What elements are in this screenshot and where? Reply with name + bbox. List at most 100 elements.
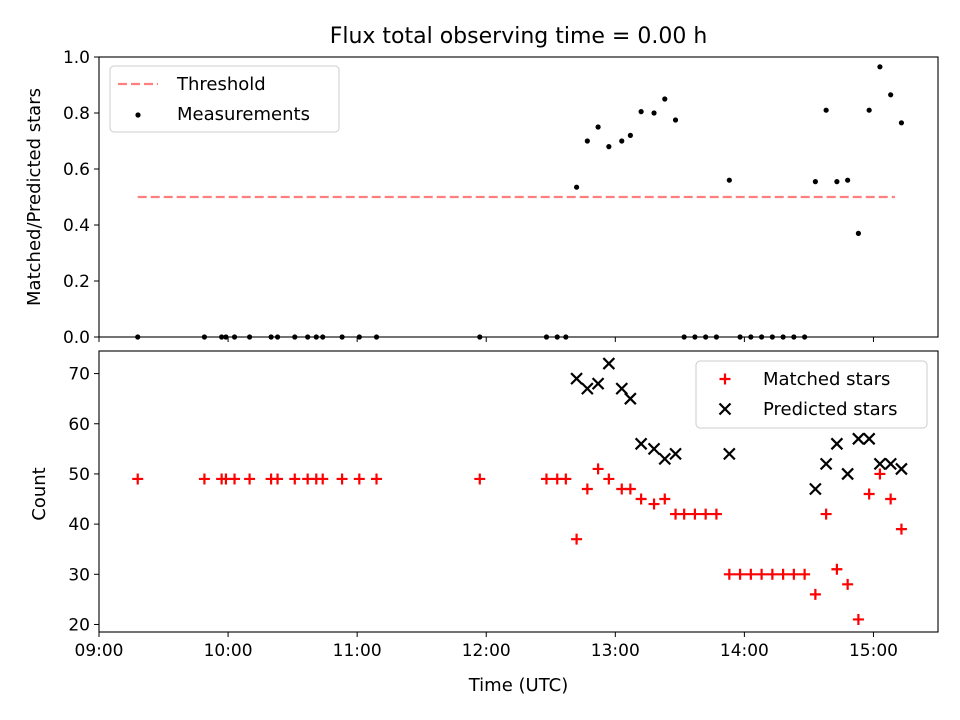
- top-y-tick-label: 0.0: [63, 328, 90, 348]
- predicted-star-point: [581, 382, 594, 395]
- top-y-axis-label: Matched/Predicted stars: [24, 88, 45, 306]
- legend-matched-label: Matched stars: [763, 369, 890, 390]
- bottom-y-tick-label: 50: [68, 465, 90, 485]
- predicted-star-point: [634, 437, 648, 451]
- matched-star-point: [540, 473, 552, 485]
- predicted-star-point: [602, 357, 616, 370]
- legend-matched-swatch: [719, 373, 731, 385]
- matched-star-point: [353, 473, 365, 485]
- bottom-x-tick-label: 10:00: [204, 641, 253, 661]
- predicted-star-point: [884, 457, 897, 471]
- bottom-y-tick-label: 60: [68, 415, 90, 435]
- predicted-star-point: [809, 482, 822, 496]
- legend-measurements-label: Measurements: [177, 104, 310, 125]
- predicted-star-point: [830, 437, 844, 451]
- predicted-star-point: [570, 372, 583, 385]
- matched-star-point: [648, 498, 660, 510]
- legend-predicted-swatch: [718, 402, 732, 416]
- matched-star-point: [624, 483, 636, 495]
- matched-star-point: [689, 508, 701, 520]
- matched-star-point: [831, 563, 843, 575]
- matched-star-point: [560, 473, 572, 485]
- matched-star-point: [571, 533, 583, 545]
- measurement-point: [834, 179, 840, 185]
- measurement-point: [888, 92, 894, 98]
- bottom-x-tick-label: 11:00: [333, 641, 382, 661]
- top-legend-box: [109, 65, 340, 133]
- bottom-y-tick-label: 20: [68, 615, 90, 635]
- measurement-point: [726, 177, 732, 183]
- measurement-point: [627, 132, 633, 138]
- measurement-point: [595, 124, 601, 130]
- predicted-star-point: [658, 452, 672, 466]
- matched-star-point: [603, 473, 615, 485]
- matched-star-point: [809, 588, 821, 600]
- bottom-x-tick-label: 12:00: [462, 641, 511, 661]
- predicted-star-point: [819, 457, 833, 471]
- matched-star-point: [700, 508, 712, 520]
- predicted-star-point: [895, 462, 908, 476]
- matched-star-point: [734, 568, 746, 580]
- measurement-point: [651, 110, 657, 116]
- measurement-point: [584, 138, 590, 144]
- matched-star-point: [371, 473, 383, 485]
- matched-star-point: [788, 568, 800, 580]
- chart-title: Flux total observing time = 0.00 h: [330, 24, 708, 49]
- predicted-star-point: [723, 447, 736, 461]
- matched-star-point: [863, 488, 875, 500]
- predicted-star-point: [647, 442, 661, 456]
- top-y-tick-label: 1.0: [63, 48, 90, 68]
- bottom-y-tick-label: 70: [68, 365, 90, 385]
- matched-star-point: [317, 473, 329, 485]
- predicted-star-point: [591, 377, 605, 390]
- top-y-tick-label: 0.6: [63, 160, 90, 180]
- matched-star-point: [777, 568, 789, 580]
- matched-star-point: [885, 493, 897, 505]
- measurement-point: [619, 138, 625, 144]
- matched-star-point: [132, 473, 144, 485]
- legend-measurements-swatch: [135, 112, 141, 118]
- measurement-point: [845, 177, 851, 183]
- matched-star-point: [198, 473, 210, 485]
- matched-star-point: [289, 473, 301, 485]
- matched-star-point: [766, 568, 778, 580]
- bottom-x-tick-label: 14:00: [720, 641, 769, 661]
- matched-star-point: [820, 508, 832, 520]
- matched-star-point: [581, 483, 593, 495]
- matched-star-point: [723, 568, 735, 580]
- plot-layer: 0.0 0.2 0.4 0.6 0.8 1.0 Threshold Measurements 2…: [63, 48, 939, 661]
- measurement-point: [855, 230, 862, 236]
- measurement-point: [672, 117, 679, 123]
- predicted-star-point: [841, 467, 854, 481]
- predicted-star-point: [852, 432, 865, 446]
- bottom-x-tick-label: 15:00: [849, 641, 898, 661]
- matched-star-point: [745, 568, 757, 580]
- measurement-point: [812, 179, 818, 185]
- matched-star-point: [799, 568, 811, 580]
- measurement-point: [638, 109, 644, 115]
- measurement-point: [662, 96, 668, 102]
- legend-threshold-label: Threshold: [176, 74, 266, 95]
- x-axis-label: Time (UTC): [468, 675, 569, 696]
- bottom-x-tick-label: 13:00: [591, 641, 640, 661]
- top-y-tick-label: 0.2: [63, 272, 90, 292]
- legend-predicted-label: Predicted stars: [763, 399, 897, 420]
- matched-star-point: [244, 473, 256, 485]
- matched-star-point: [756, 568, 768, 580]
- matched-star-point: [852, 613, 864, 625]
- matched-star-point: [635, 493, 647, 505]
- bottom-y-tick-label: 30: [68, 565, 90, 585]
- matched-star-point: [592, 463, 604, 475]
- measurement-point: [606, 144, 612, 150]
- measurement-point: [866, 107, 872, 113]
- matched-star-point: [895, 523, 907, 535]
- predicted-star-point: [862, 432, 876, 446]
- matched-star-point: [874, 468, 886, 480]
- matched-star-point: [336, 473, 348, 485]
- top-y-tick-label: 0.4: [63, 216, 90, 236]
- bottom-axes-frame: [98, 350, 939, 633]
- measurement-point: [573, 184, 580, 190]
- predicted-star-point: [669, 447, 682, 461]
- bottom-y-tick-label: 40: [68, 515, 90, 535]
- measurement-point: [823, 107, 829, 113]
